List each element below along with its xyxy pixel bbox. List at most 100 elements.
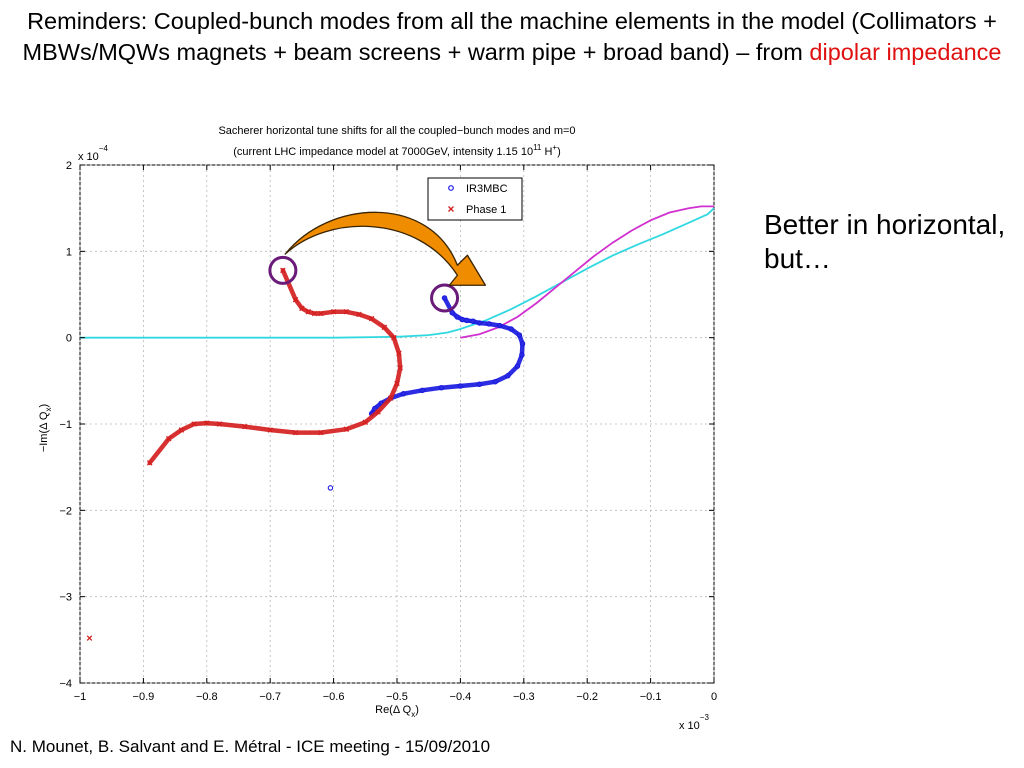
- annotations: [268, 211, 487, 313]
- data-point-phase-1: [394, 380, 400, 387]
- chart-title-line2: (current LHC impedance model at 7000GeV,…: [233, 143, 560, 158]
- data-point-phase-1: [292, 429, 299, 436]
- y-tick-label: −4: [59, 678, 72, 690]
- y-tick-label: 1: [66, 246, 72, 258]
- x-multiplier-exp: −3: [700, 713, 710, 722]
- data-point-ir3mbc: [508, 326, 514, 332]
- y-axis-label: −Im(Δ Qx): [38, 404, 53, 452]
- background-curve: [80, 207, 715, 339]
- chart-title-close: ): [557, 146, 561, 158]
- slide-title: Reminders: Coupled-bunch modes from all …: [10, 6, 1014, 68]
- chart-title-line1: Sacherer horizontal tune shifts for all …: [218, 125, 575, 137]
- data-point-phase-1: [166, 435, 172, 442]
- x-tick-label: −1: [74, 691, 87, 703]
- data-point-phase-1: [305, 309, 311, 315]
- data-point-phase-1: [375, 409, 381, 415]
- x-multiplier-text: x 10: [679, 720, 700, 732]
- data-point-phase-1: [356, 311, 362, 318]
- data-point-phase-1: [191, 421, 197, 427]
- legend-box: [427, 177, 523, 221]
- data-point-ir3mbc: [441, 295, 448, 301]
- highlight-circle: [430, 283, 460, 313]
- x-tick-label: −0.3: [513, 691, 535, 703]
- x-multiplier: x 10−3: [679, 713, 709, 732]
- data-point-phase-1: [343, 426, 350, 432]
- data-point-phase-1: [311, 310, 318, 317]
- y-axis-label-text: −Im(Δ Q: [38, 411, 50, 452]
- x-tick-label: −0.5: [386, 691, 408, 703]
- data-point-phase-1: [86, 635, 93, 641]
- data-point-phase-1: [267, 427, 273, 433]
- data-point-ir3mbc: [519, 352, 525, 358]
- slide-title-text: Reminders: Coupled-bunch modes from all …: [22, 8, 997, 65]
- data-point-ir3mbc: [372, 405, 378, 412]
- x-tick-label: 0: [711, 691, 717, 703]
- background-curves: [80, 205, 715, 339]
- data-point-ir3mbc: [476, 320, 483, 326]
- side-note: Better in horizontal, but…: [764, 209, 1006, 274]
- data-point-phase-1: [280, 267, 286, 274]
- legend-ir3mbc-marker: [448, 185, 454, 191]
- chart-title-line2-text: (current LHC impedance model at 7000GeV,…: [233, 146, 533, 158]
- x-axis-label-sub: x: [411, 710, 415, 719]
- x-axis-label-close: ): [415, 704, 419, 716]
- data-point-phase-1: [318, 429, 324, 436]
- data-point-ir3mbc: [463, 317, 470, 324]
- x-tick-label: −0.9: [133, 691, 155, 703]
- series-layer: [86, 267, 526, 641]
- x-tick-label: −0.7: [259, 691, 281, 703]
- data-point-ir3mbc: [514, 363, 521, 369]
- data-point-phase-1: [391, 334, 397, 341]
- data-point-ir3mbc: [419, 387, 426, 394]
- y-multiplier-exp: −4: [99, 144, 109, 153]
- data-point-ir3mbc: [470, 318, 476, 325]
- data-point-ir3mbc: [438, 384, 445, 391]
- y-multiplier: x 10−4: [78, 144, 108, 163]
- background-curve: [460, 205, 714, 339]
- legend-ir3mbc-label: IR3MBC: [466, 183, 508, 195]
- data-point-phase-1: [242, 423, 248, 430]
- data-point-phase-1: [178, 427, 185, 433]
- data-point-phase-1: [146, 460, 153, 466]
- x-axis-label: Re(Δ Qx): [375, 704, 419, 719]
- data-point-phase-1: [368, 315, 375, 322]
- data-point-ir3mbc: [492, 378, 499, 385]
- x-tick-label: −0.8: [196, 691, 218, 703]
- data-point-phase-1: [330, 309, 337, 315]
- data-point-phase-1: [397, 365, 403, 371]
- data-point-phase-1: [387, 395, 394, 401]
- data-point-ir3mbc: [486, 321, 492, 327]
- data-point-ir3mbc: [457, 383, 464, 389]
- data-point-phase-1: [343, 309, 350, 315]
- data-point-ir3mbc: [505, 372, 511, 379]
- chart-title-unit-sup: +: [552, 143, 557, 152]
- highlight-circle: [268, 255, 298, 285]
- series-track-ir3mbc: [369, 295, 525, 416]
- y-axis-label-sub: x: [44, 408, 53, 412]
- x-tick-label: −0.1: [640, 691, 662, 703]
- data-point-phase-1: [318, 310, 324, 317]
- data-point-phase-1: [362, 419, 369, 426]
- legend-phase1-label: Phase 1: [466, 204, 506, 216]
- y-tick-label: 0: [66, 333, 72, 345]
- data-point-phase-1: [396, 350, 402, 356]
- y-tick-label: −3: [59, 592, 72, 604]
- data-point-ir3mbc: [496, 322, 503, 329]
- y-tick-label: −1: [59, 419, 72, 431]
- x-tick-label: −0.2: [576, 691, 598, 703]
- y-multiplier-text: x 10: [78, 151, 99, 163]
- curved-arrow: [284, 211, 487, 286]
- data-point-ir3mbc: [454, 314, 460, 320]
- footer-credit: N. Mounet, B. Salvant and E. Métral - IC…: [10, 737, 491, 756]
- data-point-phase-1: [204, 420, 210, 426]
- axis-ticks: −1 −0.9 −0.8 −0.7 −0.6 −0.5 −0.4 −0.3 −0.2 −0.1 0 −…: [59, 160, 717, 703]
- x-tick-label: −0.4: [450, 691, 472, 703]
- data-point-ir3mbc: [400, 391, 407, 397]
- legend: IR3MBC Phase 1: [427, 177, 523, 221]
- chart-title-unit: H: [541, 146, 552, 158]
- data-point-phase-1: [299, 305, 305, 312]
- y-tick-label: −2: [59, 505, 72, 517]
- y-axis-label-close: ): [38, 404, 50, 408]
- x-tick-label: −0.6: [323, 691, 345, 703]
